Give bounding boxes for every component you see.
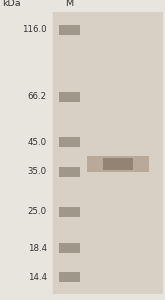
Text: 25.0: 25.0: [28, 207, 47, 216]
Text: 66.2: 66.2: [28, 92, 47, 101]
Text: 35.0: 35.0: [28, 167, 47, 176]
Text: 14.4: 14.4: [28, 273, 47, 282]
Text: kDa: kDa: [2, 0, 20, 8]
Text: 45.0: 45.0: [28, 138, 47, 147]
Text: 18.4: 18.4: [28, 244, 47, 253]
Text: 116.0: 116.0: [22, 26, 47, 34]
Bar: [53, 12, 163, 294]
Text: M: M: [66, 0, 74, 8]
